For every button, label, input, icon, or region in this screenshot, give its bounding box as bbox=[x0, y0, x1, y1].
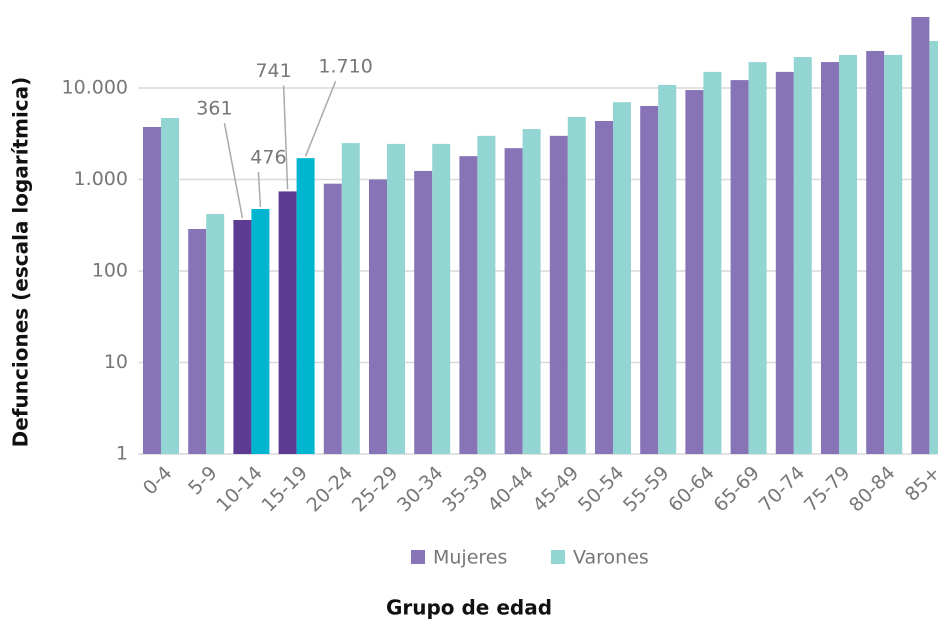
bar bbox=[775, 71, 794, 455]
bar bbox=[143, 126, 161, 454]
bar bbox=[613, 102, 631, 455]
x-tick-label: 40-44 bbox=[483, 462, 538, 517]
bar bbox=[685, 90, 704, 454]
bar bbox=[911, 16, 930, 454]
bar bbox=[278, 191, 297, 455]
bar bbox=[703, 71, 722, 455]
x-tick-label: 45-49 bbox=[529, 462, 584, 517]
bar bbox=[839, 54, 857, 454]
data-label: 361 bbox=[196, 97, 232, 119]
x-tick-label: 60-64 bbox=[664, 462, 719, 517]
bar bbox=[477, 135, 496, 455]
bar bbox=[929, 41, 938, 454]
bar bbox=[341, 143, 360, 454]
x-tick-label: 20-24 bbox=[303, 462, 358, 517]
legend-label: Mujeres bbox=[433, 547, 507, 569]
bar bbox=[504, 148, 523, 454]
bar bbox=[188, 228, 207, 454]
x-tick-label: 85+ bbox=[901, 462, 938, 506]
y-tick-label: 1 bbox=[116, 443, 128, 465]
bar bbox=[640, 105, 659, 454]
y-tick-label: 100 bbox=[92, 260, 128, 282]
bar bbox=[884, 54, 903, 454]
legend-swatch bbox=[411, 550, 425, 564]
data-label: 476 bbox=[250, 146, 286, 168]
x-tick-label: 70-74 bbox=[755, 462, 810, 517]
bar bbox=[296, 158, 315, 455]
y-tick-label: 10 bbox=[104, 351, 128, 373]
y-tick-label: 1.000 bbox=[74, 168, 128, 190]
bar bbox=[414, 170, 433, 455]
x-tick-label: 35-39 bbox=[438, 462, 493, 517]
data-label: 1.710 bbox=[318, 56, 372, 78]
leader-line bbox=[282, 85, 289, 190]
bar bbox=[323, 183, 342, 454]
legend-label: Varones bbox=[573, 547, 649, 569]
leader-line bbox=[223, 122, 244, 219]
bar bbox=[369, 179, 387, 454]
bar bbox=[459, 156, 478, 454]
x-tick-label: 25-29 bbox=[348, 462, 403, 517]
bar bbox=[595, 120, 613, 454]
bar bbox=[730, 80, 749, 454]
bar bbox=[251, 208, 270, 454]
x-tick-label: 55-59 bbox=[619, 462, 674, 517]
bar bbox=[866, 50, 885, 455]
bar bbox=[161, 118, 179, 454]
x-tick-label: 15-19 bbox=[257, 462, 312, 517]
x-tick-label: 10-14 bbox=[212, 462, 267, 517]
leader-line bbox=[257, 171, 262, 208]
bars bbox=[143, 16, 938, 455]
legend-swatch bbox=[551, 550, 565, 564]
x-tick-label: 65-69 bbox=[709, 462, 764, 517]
y-axis-title: Defunciones (escala logarítmica) bbox=[9, 77, 33, 448]
y-tick-label: 10.000 bbox=[62, 77, 128, 99]
bar bbox=[522, 129, 541, 454]
bar bbox=[549, 135, 568, 455]
x-tick-label: 0-4 bbox=[139, 462, 177, 500]
x-axis-title: Grupo de edad bbox=[386, 596, 552, 620]
leader-line bbox=[304, 80, 337, 157]
x-tick-label: 30-34 bbox=[393, 462, 448, 517]
bar bbox=[206, 213, 225, 454]
data-label: 741 bbox=[255, 60, 291, 82]
bar bbox=[387, 143, 405, 454]
x-tick-label: 50-54 bbox=[574, 462, 629, 517]
bar bbox=[233, 219, 252, 454]
bar bbox=[793, 57, 812, 455]
bar bbox=[432, 143, 451, 454]
bar bbox=[658, 84, 677, 455]
bar bbox=[567, 117, 586, 455]
x-tick-label: 5-9 bbox=[184, 462, 222, 500]
bar bbox=[748, 62, 767, 454]
x-tick-label: 75-79 bbox=[800, 462, 855, 517]
bar bbox=[821, 62, 839, 454]
x-tick-label: 80-84 bbox=[845, 462, 900, 517]
